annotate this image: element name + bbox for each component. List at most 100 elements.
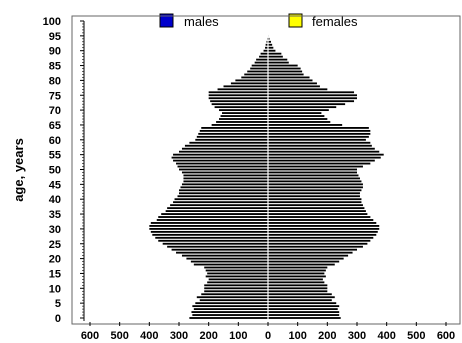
bar-males-age-52: [176, 162, 268, 165]
bar-females-age-42: [268, 192, 360, 195]
bar-males-age-79: [230, 82, 268, 85]
bar-males-age-11: [204, 284, 268, 287]
x-tick-label: 400: [377, 330, 395, 342]
bar-males-age-48: [183, 174, 268, 177]
bar-males-age-43: [179, 189, 268, 192]
bar-males-age-73: [210, 100, 268, 103]
bar-females-age-62: [268, 132, 371, 135]
bar-females-age-6: [268, 299, 332, 302]
bars: [149, 34, 384, 319]
bar-females-age-94: [268, 37, 270, 40]
bar-males-age-67: [219, 118, 268, 120]
bar-females-age-87: [268, 58, 288, 61]
legend-label-females: females: [312, 14, 358, 29]
bar-females-age-77: [268, 88, 328, 91]
bar-males-age-87: [256, 58, 268, 61]
bar-females-age-17: [268, 266, 328, 269]
bar-females-age-2: [268, 311, 340, 313]
bar-females-age-36: [268, 210, 366, 213]
bar-males-age-63: [199, 129, 268, 132]
bar-males-age-3: [193, 308, 268, 311]
bar-females-age-47: [268, 177, 360, 180]
bar-females-age-89: [268, 52, 282, 55]
bar-females-age-46: [268, 180, 362, 183]
bar-males-age-34: [158, 216, 268, 218]
bar-females-age-37: [268, 207, 365, 210]
bar-females-age-7: [268, 296, 335, 299]
bar-males-age-66: [216, 121, 268, 123]
bar-males-age-54: [171, 156, 268, 159]
bar-males-age-80: [235, 79, 268, 82]
x-tick-label: 500: [407, 330, 425, 342]
bar-males-age-88: [259, 55, 268, 58]
bar-females-age-13: [268, 278, 323, 281]
bar-females-age-83: [268, 70, 303, 73]
bar-females-age-73: [268, 100, 355, 103]
x-tick-label: 100: [288, 330, 306, 342]
y-tick-label: 95: [49, 31, 61, 43]
bar-males-age-59: [189, 141, 268, 144]
bar-males-age-36: [165, 210, 268, 213]
bar-females-age-72: [268, 103, 346, 106]
bar-females-age-79: [268, 82, 317, 85]
bar-males-age-13: [208, 278, 268, 281]
x-tick-label: 600: [81, 330, 99, 342]
bar-males-age-61: [196, 135, 268, 138]
bar-females-age-45: [268, 183, 363, 186]
y-tick-label: 45: [49, 179, 61, 191]
bar-females-age-75: [268, 94, 357, 97]
bar-females-age-55: [268, 153, 384, 156]
bar-females-age-70: [268, 109, 329, 112]
bar-females-age-39: [268, 201, 362, 204]
bar-females-age-4: [268, 305, 340, 308]
bar-males-age-27: [155, 236, 268, 239]
bar-females-age-67: [268, 118, 328, 120]
bar-females-age-22: [268, 251, 353, 254]
bar-males-age-93: [266, 40, 268, 43]
y-tick-label: 25: [49, 239, 61, 251]
y-tick-label: 85: [49, 61, 61, 73]
bar-males-age-75: [208, 94, 268, 97]
bar-males-age-1: [192, 314, 268, 316]
y-tick-label: 50: [49, 165, 61, 177]
y-tick-label: 5: [55, 298, 61, 310]
bar-females-age-82: [268, 73, 304, 76]
bar-males-age-32: [150, 222, 268, 224]
x-tick-label: 300: [348, 330, 366, 342]
bar-males-age-85: [251, 64, 268, 67]
bar-males-age-90: [263, 49, 268, 52]
bar-females-age-34: [268, 216, 371, 218]
bar-females-age-49: [268, 171, 357, 174]
bar-females-age-30: [268, 227, 380, 230]
bar-males-age-41: [177, 195, 268, 198]
bar-males-age-55: [173, 153, 268, 156]
y-tick-label: 70: [49, 105, 61, 117]
bar-females-age-41: [268, 195, 360, 198]
bar-females-age-24: [268, 245, 363, 248]
bar-females-age-91: [268, 46, 274, 49]
bar-males-age-35: [161, 213, 268, 215]
bar-females-age-63: [268, 129, 371, 132]
y-axis-label: age, years: [11, 138, 26, 202]
bar-males-age-28: [152, 233, 268, 236]
bar-females-age-58: [268, 144, 372, 147]
bar-males-age-62: [198, 132, 268, 135]
x-tick-label: 200: [199, 330, 217, 342]
bar-males-age-0: [189, 317, 268, 319]
bar-males-age-68: [220, 115, 268, 117]
bar-males-age-45: [181, 183, 268, 186]
bar-males-age-19: [190, 260, 268, 263]
bar-females-age-1: [268, 314, 340, 316]
bar-females-age-21: [268, 254, 349, 257]
bar-females-age-33: [268, 219, 374, 221]
bar-males-age-49: [181, 171, 268, 174]
bar-females-age-32: [268, 222, 377, 224]
bar-females-age-60: [268, 138, 366, 141]
bar-males-age-86: [254, 61, 268, 64]
bar-males-age-77: [217, 88, 268, 91]
bar-females-age-90: [268, 49, 276, 52]
bar-females-age-8: [268, 293, 332, 296]
x-tick-label: 0: [265, 330, 271, 342]
bar-females-age-18: [268, 263, 335, 266]
